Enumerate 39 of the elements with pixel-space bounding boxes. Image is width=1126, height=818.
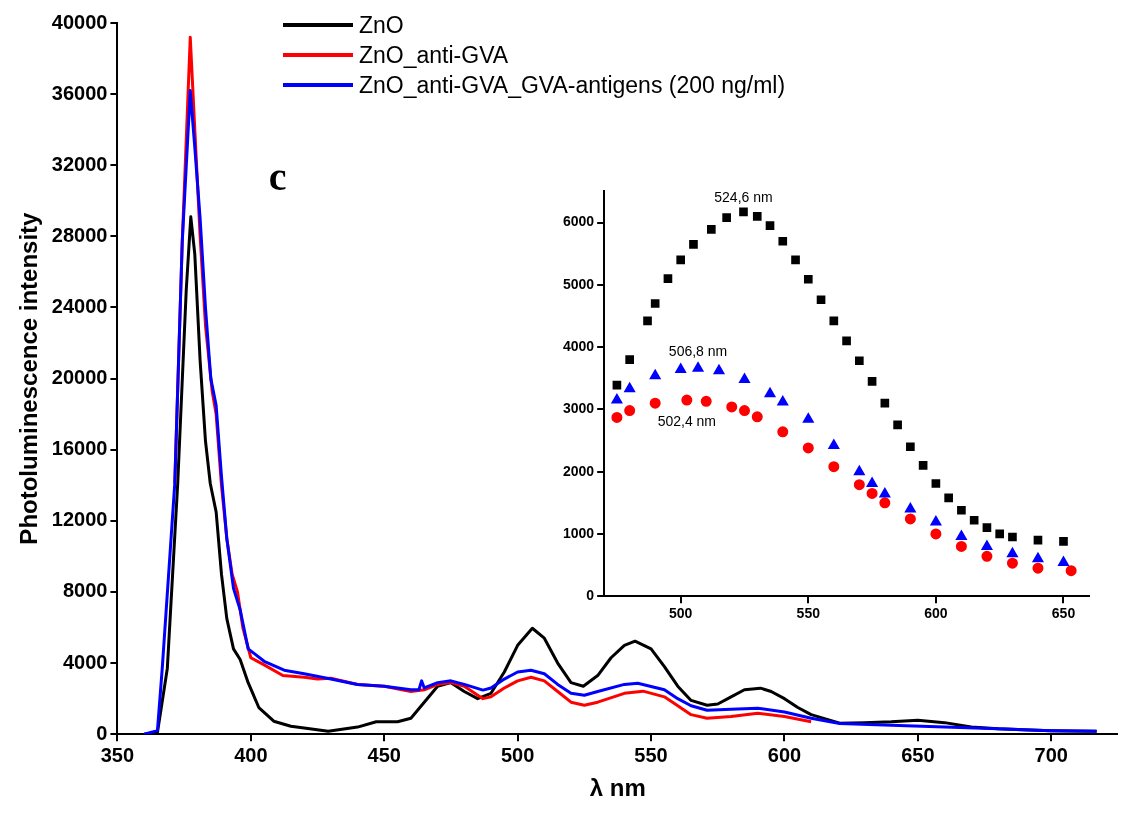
y-tick-label: 40000: [51, 10, 108, 33]
y-tick-label: 20000: [51, 366, 108, 389]
y-tick-label: 3000: [562, 400, 595, 417]
annotation: 502,4 nm: [657, 412, 717, 429]
y-tick-label: 12000: [51, 508, 108, 531]
y-tick-label: 16000: [51, 437, 108, 460]
x-tick-label: 550: [634, 743, 668, 766]
y-tick-label: 24000: [51, 295, 108, 317]
x-tick-label: 400: [234, 743, 268, 766]
y-tick-label: 6000: [562, 213, 595, 230]
y-tick-label: 4000: [562, 337, 595, 354]
y-tick-label: 0: [586, 587, 595, 604]
x-axis-title: λ nm: [589, 774, 646, 802]
annotation: 506,8 nm: [668, 343, 728, 360]
x-tick-label: 650: [901, 743, 935, 766]
y-tick-label: 8000: [62, 579, 108, 602]
annotation: c: [268, 153, 287, 199]
x-tick-label: 600: [924, 605, 948, 622]
y-tick-label: 36000: [51, 81, 108, 104]
y-tick-label: 0: [96, 721, 108, 744]
y-tick-label: 28000: [51, 223, 108, 246]
x-tick-label: 700: [1034, 743, 1068, 766]
annotation: 524,6 nm: [714, 188, 773, 205]
y-tick-label: 1000: [562, 524, 595, 541]
x-tick-label: 500: [669, 605, 693, 622]
x-tick-label: 500: [500, 743, 535, 766]
x-tick-label: 650: [1051, 605, 1076, 622]
y-tick-label: 4000: [62, 650, 108, 673]
legend-label: ZnO_anti-GVA_GVA-antigens (200 ng/ml): [359, 71, 786, 99]
legend-label: ZnO: [359, 11, 404, 39]
x-tick-label: 550: [796, 605, 821, 622]
x-tick-label: 450: [367, 743, 401, 766]
legend-label: ZnO_anti-GVA: [359, 41, 509, 69]
x-tick-label: 600: [767, 743, 802, 766]
y-axis-title: Photoluminescence intensity: [15, 211, 43, 545]
x-tick-label: 350: [100, 743, 135, 766]
y-tick-label: 2000: [562, 462, 595, 479]
y-tick-label: 5000: [562, 275, 595, 292]
y-tick-label: 32000: [51, 152, 108, 175]
